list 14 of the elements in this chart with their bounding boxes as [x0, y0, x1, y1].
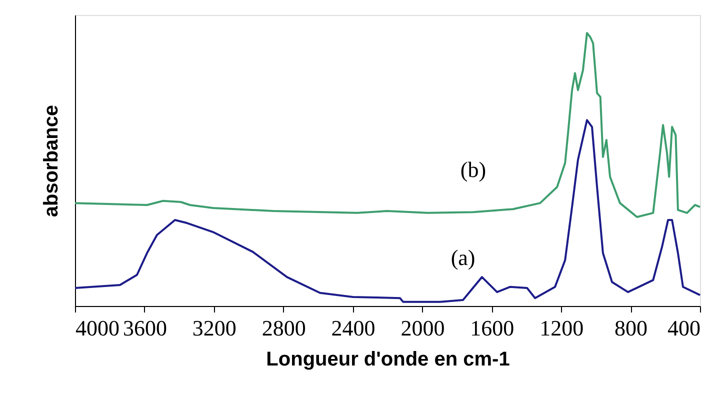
- x-tick-label: 1200: [540, 316, 584, 340]
- series-label: (a): [450, 244, 476, 270]
- x-tick-label: 3600: [122, 316, 167, 340]
- x-tick-label: 2800: [262, 316, 306, 340]
- x-tick-label: 2400: [331, 316, 376, 340]
- x-axis-title: Longueur d'onde en cm-1: [266, 348, 510, 370]
- series-label: (b): [460, 157, 486, 182]
- y-axis-title: absorbance: [40, 104, 62, 218]
- x-tick-label: 4000: [76, 316, 120, 340]
- x-tick-label: 800: [614, 316, 648, 340]
- x-tick-label: 1600: [470, 316, 514, 340]
- x-tick-label: 2000: [400, 316, 445, 340]
- x-tick-label: 3200: [192, 316, 236, 340]
- x-tick-label: 400: [668, 316, 700, 340]
